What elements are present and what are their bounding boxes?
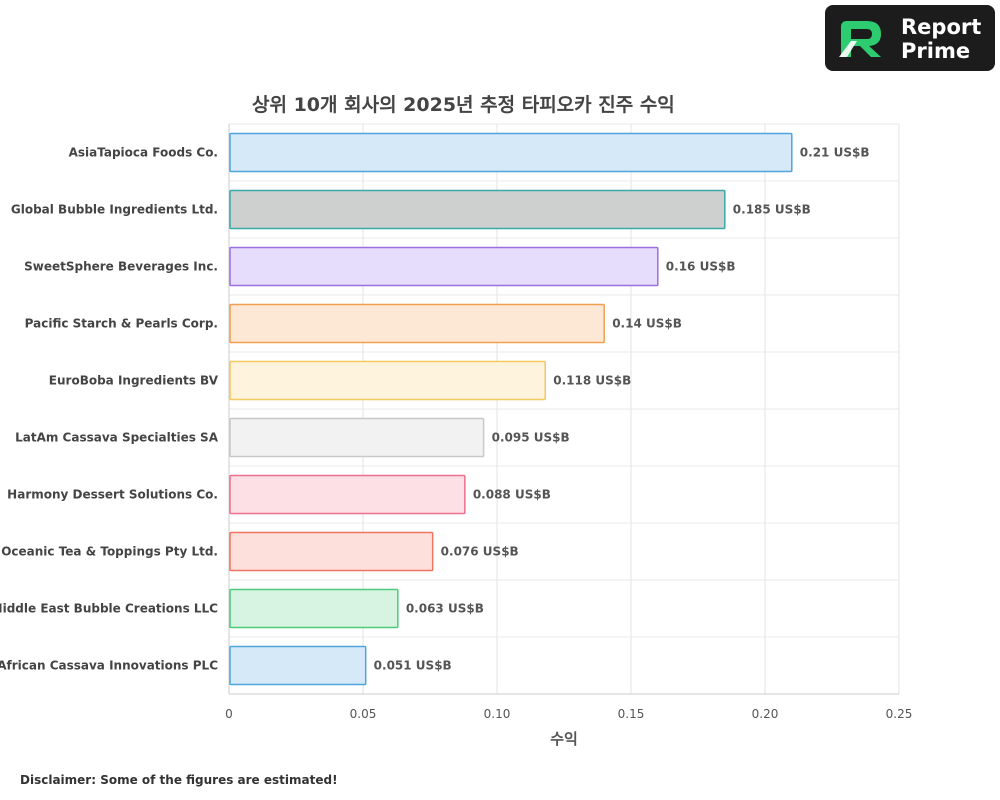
data-label: 0.063 US$B (406, 602, 484, 616)
report-prime-logo[interactable]: Report Prime (825, 5, 995, 71)
bar (229, 645, 367, 686)
data-label: 0.051 US$B (374, 659, 452, 673)
category-label: LatAm Cassava Specialties SA (15, 431, 219, 445)
bar (229, 360, 546, 401)
data-label: 0.076 US$B (441, 545, 519, 559)
x-tick-label: 0.20 (752, 707, 779, 721)
bar (229, 531, 434, 572)
category-label: Global Bubble Ingredients Ltd. (11, 203, 218, 217)
bar (229, 303, 605, 344)
bar (229, 474, 466, 515)
x-tick-label: 0.05 (350, 707, 377, 721)
data-label: 0.088 US$B (473, 488, 551, 502)
bar (229, 417, 485, 458)
bar (229, 588, 399, 629)
category-label: Middle East Bubble Creations LLC (0, 602, 218, 616)
logo-text: Report Prime (901, 15, 981, 63)
category-label: AsiaTapioca Foods Co. (69, 146, 218, 160)
x-tick-label: 0 (225, 707, 233, 721)
data-label: 0.118 US$B (553, 374, 631, 388)
bar (229, 246, 659, 287)
logo-text-line1: Report (901, 15, 982, 39)
disclaimer-text: Disclaimer: Some of the figures are esti… (20, 773, 338, 787)
data-label: 0.185 US$B (733, 203, 811, 217)
x-tick-label: 0.15 (618, 707, 645, 721)
category-label: SweetSphere Beverages Inc. (24, 260, 218, 274)
x-axis-title: 수익 (550, 730, 578, 748)
data-label: 0.16 US$B (666, 260, 736, 274)
data-label: 0.095 US$B (492, 431, 570, 445)
bar (229, 189, 726, 230)
category-label: Pacific Starch & Pearls Corp. (25, 317, 218, 331)
data-label: 0.21 US$B (800, 146, 870, 160)
x-tick-label: 0.10 (484, 707, 511, 721)
logo-text-line2: Prime (901, 39, 971, 63)
data-label: 0.14 US$B (612, 317, 682, 331)
report-prime-logo-icon (839, 21, 881, 57)
x-tick-label: 0.25 (886, 707, 913, 721)
category-label: EuroBoba Ingredients BV (49, 374, 219, 388)
bar (229, 132, 793, 173)
category-label: African Cassava Innovations PLC (0, 659, 218, 673)
category-label: Oceanic Tea & Toppings Pty Ltd. (1, 545, 218, 559)
chart-title: 상위 10개 회사의 2025년 추정 타피오카 진주 수익 (252, 94, 675, 116)
category-label: Harmony Dessert Solutions Co. (7, 488, 218, 502)
